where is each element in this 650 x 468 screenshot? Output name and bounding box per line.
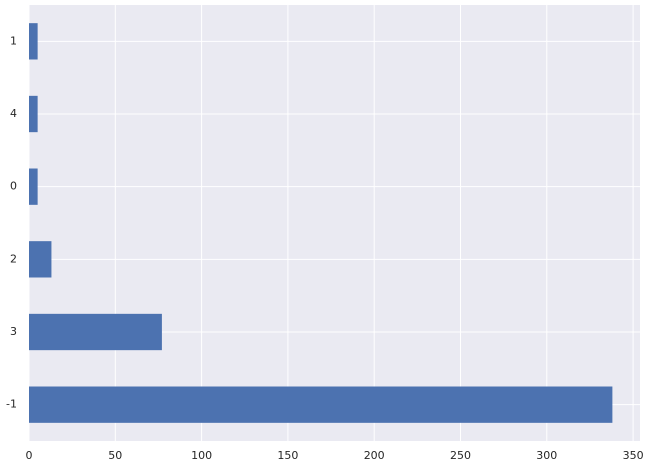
y-tick-label: 0	[10, 180, 17, 193]
plot-area	[29, 5, 640, 441]
bar	[29, 386, 613, 423]
bar	[29, 168, 38, 205]
bar	[29, 95, 38, 133]
x-tick-label: 50	[108, 449, 122, 462]
x-tick-label: 250	[450, 449, 471, 462]
y-tick-label: 4	[10, 107, 17, 120]
y-tick-label: 2	[10, 252, 17, 265]
x-tick-label: 200	[364, 449, 385, 462]
x-tick-label: 0	[26, 449, 33, 462]
x-tick-label: 300	[536, 449, 557, 462]
y-tick-label: -1	[6, 398, 17, 411]
bar	[29, 313, 162, 351]
y-tick-label: 3	[10, 325, 17, 338]
x-tick-label: 100	[191, 449, 212, 462]
bar	[29, 241, 52, 278]
y-tick-label: 1	[10, 34, 17, 47]
bar	[29, 23, 38, 60]
x-tick-label: 350	[623, 449, 644, 462]
x-tick-label: 150	[277, 449, 298, 462]
